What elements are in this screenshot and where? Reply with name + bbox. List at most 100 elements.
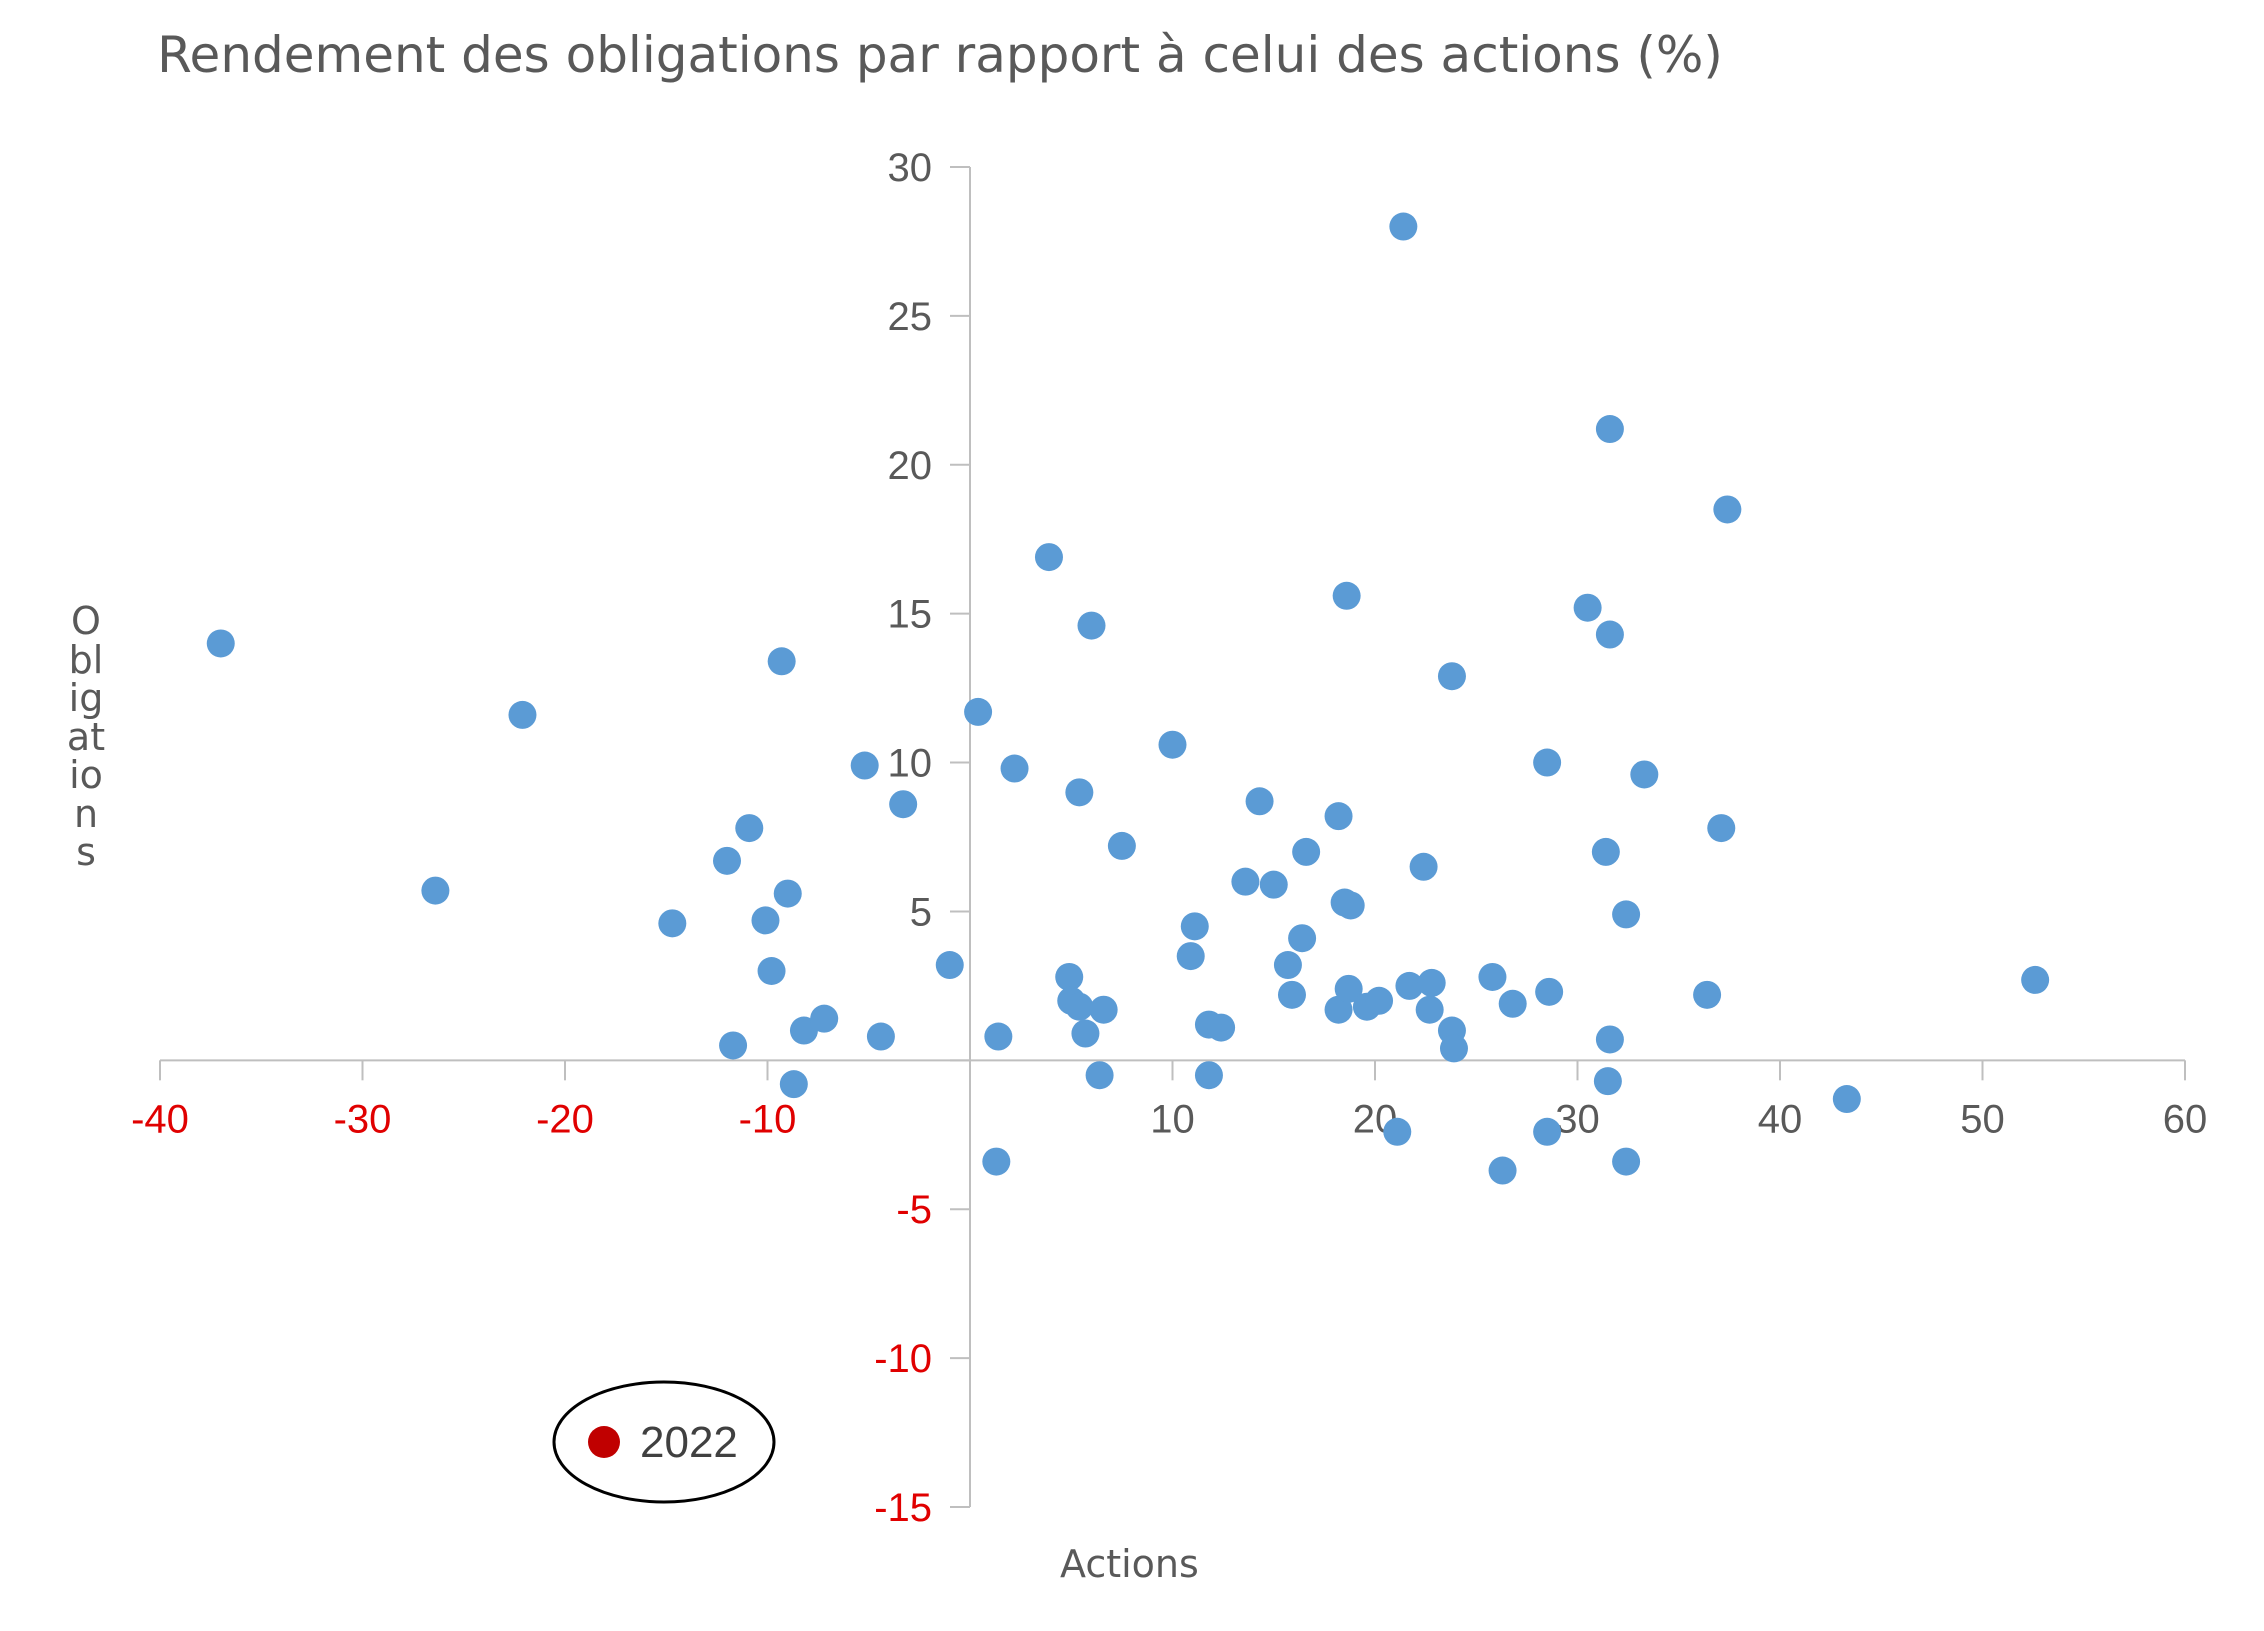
y-tick-label: 25 [888, 295, 933, 339]
x-tick-label: 30 [1555, 1097, 1600, 1141]
y-tick-label: 30 [888, 146, 933, 190]
data-point [1180, 912, 1209, 941]
data-point [1000, 754, 1029, 783]
chart-title: Rendement des obligations par rapport à … [157, 26, 1723, 84]
data-point [1488, 1156, 1517, 1185]
data-point [1277, 980, 1306, 1009]
data-point [1533, 748, 1562, 777]
y-axis-label: Obligations [66, 599, 106, 874]
data-point [767, 647, 796, 676]
data-point [1259, 870, 1288, 899]
data-point [1332, 581, 1361, 610]
data-point [1383, 1117, 1412, 1146]
data-point [1336, 891, 1365, 920]
data-point [1693, 980, 1722, 1009]
data-point [1439, 1034, 1468, 1063]
x-tick-label: 60 [2163, 1097, 2208, 1141]
x-tick-label: -40 [131, 1097, 189, 1141]
data-point [773, 879, 802, 908]
x-tick-label: -30 [334, 1097, 392, 1141]
data-point [1194, 1061, 1223, 1090]
data-point [1630, 760, 1659, 789]
data-point [964, 697, 993, 726]
data-point [1055, 962, 1084, 991]
y-tick-label: 20 [888, 444, 933, 488]
data-point [1498, 989, 1527, 1018]
data-point [1288, 924, 1317, 953]
data-point [984, 1022, 1013, 1051]
y-tick-label: -15 [874, 1486, 932, 1530]
y-tick-label: 10 [888, 742, 933, 786]
data-point [889, 790, 918, 819]
data-point [1437, 662, 1466, 691]
data-point [1478, 962, 1507, 991]
data-point [1593, 1067, 1622, 1096]
x-tick-label: -20 [536, 1097, 594, 1141]
data-point [1273, 951, 1302, 980]
data-point [1034, 543, 1063, 572]
data-points [206, 212, 2050, 1185]
x-tick-label: 50 [1960, 1097, 2005, 1141]
data-point [658, 909, 687, 938]
annotation-2022: 2022 [552, 1380, 776, 1504]
data-point [1389, 212, 1418, 241]
data-point [206, 629, 235, 658]
data-point [1176, 942, 1205, 971]
data-point [779, 1070, 808, 1099]
data-point [751, 906, 780, 935]
annotation-marker [588, 1426, 620, 1458]
data-point [1324, 995, 1353, 1024]
data-point [1231, 867, 1260, 896]
annotation-label: 2022 [640, 1418, 738, 1467]
data-point [1065, 778, 1094, 807]
annotation-ellipse [552, 1380, 776, 1504]
data-point [1612, 1147, 1641, 1176]
data-point [1324, 802, 1353, 831]
data-point [713, 846, 741, 875]
data-point [1085, 1061, 1114, 1090]
y-tick-label: 15 [888, 593, 933, 637]
y-tick-label: -10 [874, 1337, 932, 1381]
data-point [1573, 593, 1602, 622]
x-axis-label: Actions [1060, 1542, 1199, 1586]
data-point [1409, 852, 1438, 881]
data-point [1158, 730, 1187, 759]
data-point [719, 1031, 748, 1060]
data-point [1395, 971, 1424, 1000]
y-tick-label: -5 [896, 1188, 932, 1232]
x-tick-label: 40 [1758, 1097, 1803, 1141]
data-point [1535, 977, 1564, 1006]
x-tick-label: 10 [1150, 1097, 1195, 1141]
data-point [1071, 1019, 1100, 1048]
data-point [1591, 837, 1620, 866]
data-point [1612, 900, 1641, 929]
data-point [1107, 831, 1136, 860]
data-point [1713, 495, 1742, 524]
data-point [1533, 1117, 1562, 1146]
data-point [1292, 837, 1321, 866]
data-point [1707, 814, 1736, 843]
data-point [508, 700, 537, 729]
data-point [1415, 995, 1444, 1024]
data-point [935, 951, 964, 980]
data-point [1207, 1013, 1236, 1042]
data-point [421, 876, 450, 905]
data-point [1417, 968, 1446, 997]
data-point [1245, 787, 1274, 816]
y-tick-label: 5 [910, 890, 932, 934]
data-point [2021, 965, 2050, 994]
data-point [1595, 620, 1624, 649]
data-point [789, 1016, 818, 1045]
data-point [1334, 974, 1363, 1003]
axes: -40 -30 -20 -10 10 20 30 40 50 6030252015105-5-10… [131, 146, 2207, 1530]
data-point [1089, 995, 1118, 1024]
data-point [757, 957, 786, 985]
data-point [1065, 992, 1094, 1021]
data-point [1832, 1085, 1861, 1114]
data-point [850, 751, 879, 780]
data-point [735, 814, 764, 843]
data-point [1365, 986, 1394, 1015]
data-point [866, 1022, 895, 1051]
data-point [1077, 611, 1106, 640]
